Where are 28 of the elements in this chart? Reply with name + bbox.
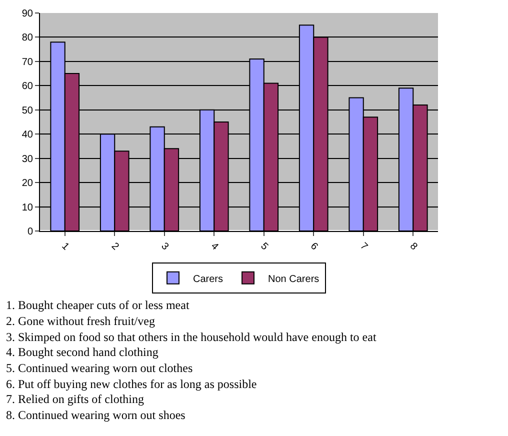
y-tick-label: 30 (22, 154, 34, 165)
x-tick-label: 5 (258, 240, 270, 253)
y-tick-label: 50 (22, 105, 34, 116)
x-tick-label: 7 (358, 240, 370, 253)
text: 5. Continued wearing worn out clothes (6, 361, 193, 375)
y-tick-label: 10 (22, 202, 34, 214)
text: 4. Bought second hand clothing (6, 345, 158, 359)
text: 7. Relied on gifts of clothing (6, 392, 144, 406)
y-tick-label: 0 (27, 226, 34, 238)
legend-label: Carers (193, 274, 224, 285)
y-tick-label: 90 (22, 8, 34, 20)
x-tick-label: 2 (108, 240, 121, 253)
y-tick-label: 60 (22, 81, 34, 92)
text: 8. Continued wearing worn out shoes (6, 408, 186, 422)
text: 6. Put off buying new clothes for as long as possible (6, 377, 257, 391)
x-tick-label: 4 (208, 240, 220, 253)
text: 2. Gone without fresh fruit/veg (6, 314, 155, 328)
y-tick-label: 80 (22, 32, 34, 44)
y-tick-label: 40 (22, 130, 34, 141)
y-tick-label: 20 (22, 178, 34, 190)
x-tick-label: 1 (59, 240, 72, 253)
x-tick-label: 6 (308, 240, 320, 253)
y-tick-label: 70 (22, 56, 34, 68)
x-tick-label: 3 (158, 240, 171, 253)
text: 1. Bought cheaper cuts of or less meat (6, 298, 190, 312)
text: 3. Skimped on food so that others in the household would have enough to eat (6, 330, 377, 344)
x-tick-label: 8 (407, 240, 420, 253)
legend-label: Non Carers (268, 274, 320, 285)
